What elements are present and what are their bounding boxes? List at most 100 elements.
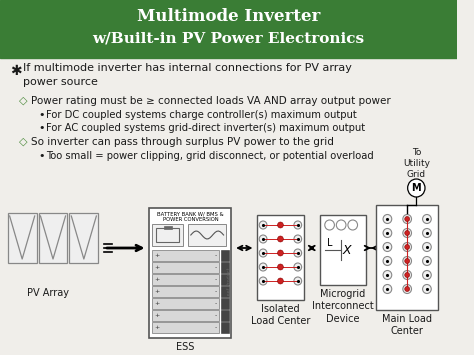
Bar [156,228,179,242]
Bar [221,322,229,333]
Circle shape [383,242,392,251]
Bar [221,298,229,309]
Bar [188,224,227,246]
Circle shape [423,257,431,266]
Text: •: • [38,123,45,133]
Text: +: + [154,313,159,318]
Circle shape [259,249,267,257]
Circle shape [259,263,267,271]
Text: +: + [154,265,159,270]
Circle shape [383,229,392,237]
Text: ESS: ESS [176,342,195,352]
Circle shape [405,286,410,291]
Bar [38,213,67,263]
Circle shape [294,277,301,285]
Text: L: L [327,238,332,248]
Circle shape [405,217,410,222]
Circle shape [278,264,283,270]
Circle shape [423,271,431,279]
Bar [69,213,98,263]
Circle shape [423,229,431,237]
Bar [152,322,219,333]
Text: For DC coupled systems charge controller(s) maximum output: For DC coupled systems charge controller… [46,110,357,120]
Text: ◇: ◇ [19,96,28,106]
Text: •: • [38,151,45,161]
Text: -: - [215,289,217,294]
Circle shape [383,214,392,224]
Text: M: M [411,183,421,193]
Circle shape [383,257,392,266]
Bar [221,274,229,285]
Bar [152,274,219,285]
Text: Main Load
Center: Main Load Center [382,314,432,337]
Bar [257,215,303,300]
Bar [320,215,366,285]
Text: For AC coupled systems grid-direct inverter(s) maximum output: For AC coupled systems grid-direct inver… [46,123,365,133]
Text: Too small = power clipping, grid disconnect, or potential overload: Too small = power clipping, grid disconn… [46,151,374,161]
Bar [152,310,219,321]
Text: -: - [215,301,217,306]
Circle shape [403,214,411,224]
Bar [8,213,36,263]
Text: If multimode inverter has internal connections for PV array
power source: If multimode inverter has internal conne… [23,63,352,87]
Circle shape [259,235,267,243]
Text: •: • [38,110,45,120]
Circle shape [405,245,410,250]
Text: Microgrid
Interconnect
Device: Microgrid Interconnect Device [312,289,374,324]
Text: w/Built-in PV Power Electronics: w/Built-in PV Power Electronics [92,32,365,46]
Text: Isolated
Load Center: Isolated Load Center [251,304,310,326]
Circle shape [278,278,283,284]
Circle shape [423,214,431,224]
Bar [152,298,219,309]
Circle shape [405,230,410,235]
Text: So inverter can pass through surplus PV power to the grid: So inverter can pass through surplus PV … [31,137,334,147]
Circle shape [383,284,392,294]
Circle shape [403,284,411,294]
Text: -: - [215,277,217,282]
Circle shape [408,179,425,197]
Circle shape [405,258,410,263]
Text: -: - [215,253,217,258]
Bar [164,226,172,229]
Circle shape [403,257,411,266]
Text: To
Utility
Grid: To Utility Grid [403,148,430,179]
Circle shape [294,263,301,271]
Bar [221,310,229,321]
Bar [376,205,438,310]
Bar [152,286,219,297]
Circle shape [348,220,357,230]
Circle shape [403,271,411,279]
Text: -: - [215,313,217,318]
Circle shape [337,220,346,230]
Circle shape [294,249,301,257]
Bar [152,224,183,246]
Circle shape [403,242,411,251]
Text: PV Array: PV Array [27,288,69,298]
Circle shape [325,220,335,230]
Circle shape [259,277,267,285]
Circle shape [383,271,392,279]
Bar [221,262,229,273]
Bar [152,250,219,261]
Text: X: X [343,244,351,257]
Bar [0,0,457,58]
Text: ✱: ✱ [9,64,21,78]
Text: Multimode Inverter: Multimode Inverter [137,8,320,25]
Text: BATTERY BANK W/ BMS &
POWER CONVERSION: BATTERY BANK W/ BMS & POWER CONVERSION [157,211,224,222]
Bar [152,262,219,273]
Circle shape [278,222,283,228]
Text: +: + [154,325,159,330]
Circle shape [259,221,267,229]
Circle shape [423,242,431,251]
Circle shape [278,250,283,256]
Bar [149,208,231,338]
Circle shape [294,221,301,229]
Text: Power rating must be ≥ connected loads VA AND array output power: Power rating must be ≥ connected loads V… [31,96,391,106]
Text: +: + [154,289,159,294]
Circle shape [405,273,410,278]
Text: +: + [154,253,159,258]
Text: -: - [215,325,217,330]
Circle shape [294,235,301,243]
Circle shape [278,236,283,242]
Text: +: + [154,277,159,282]
